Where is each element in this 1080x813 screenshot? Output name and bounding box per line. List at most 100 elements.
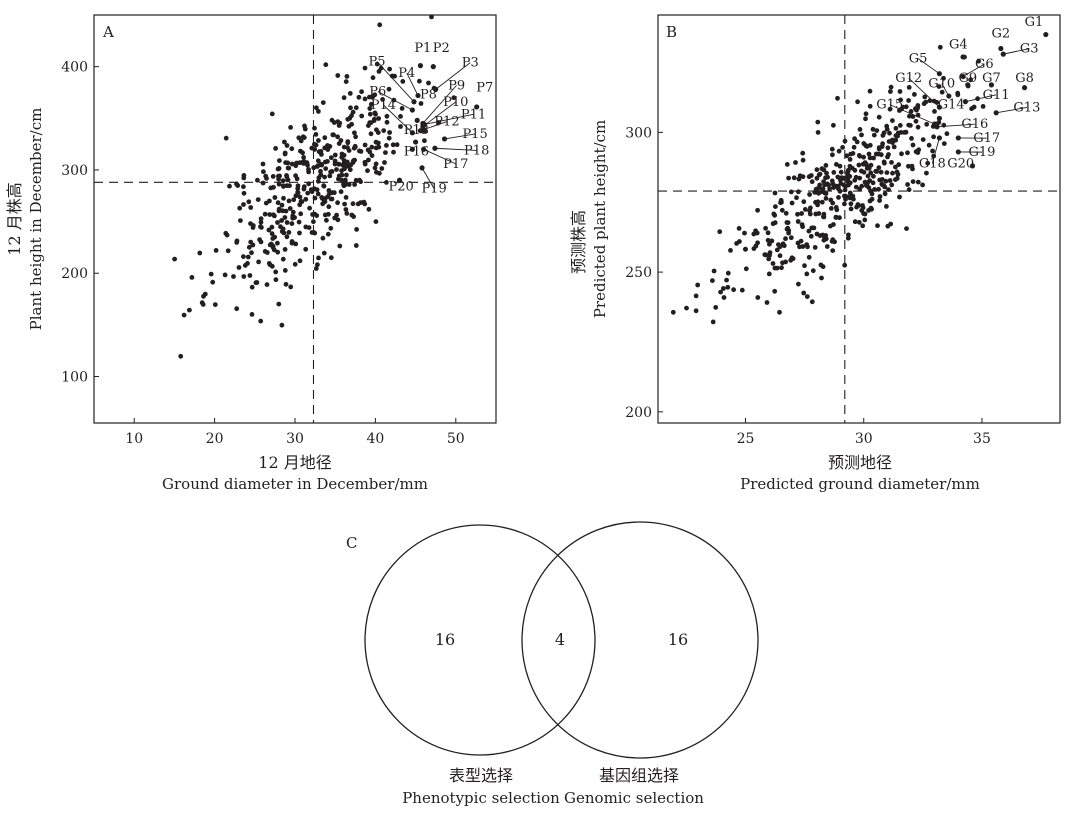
data-point [387,66,392,72]
data-point [315,158,321,164]
data-point [321,183,327,189]
data-point [284,220,290,225]
point-label: G15 [876,98,903,113]
data-point [256,259,261,265]
data-point [771,211,777,217]
data-point [278,224,283,230]
data-point [857,126,863,132]
data-point [777,253,783,259]
data-point [772,190,778,196]
data-point [721,295,727,300]
data-point [880,141,885,147]
data-point [772,288,778,294]
data-point [931,134,936,140]
data-point [306,181,312,187]
data-point [898,97,903,103]
data-point [710,278,715,283]
label-leader-line [965,94,997,103]
label-leader-line [435,62,471,90]
data-point [823,163,829,168]
data-point [833,215,839,220]
data-point [924,170,929,176]
data-point [742,230,747,236]
data-point [282,150,288,156]
label-leader-line [941,83,950,97]
data-point [394,142,400,148]
highlighted-point [413,139,419,145]
point-label: G17 [973,131,1000,146]
data-point [297,230,302,236]
data-point [324,217,329,223]
data-point [314,213,320,219]
label-leader-line [376,61,415,103]
data-point [718,289,723,295]
data-point [327,191,332,197]
data-point [865,173,871,179]
x-tick-label: 30 [286,431,304,447]
point-label: G19 [968,145,995,160]
point-label: G16 [961,117,988,132]
data-point [980,104,986,109]
data-point [816,211,822,216]
data-point [303,196,309,202]
data-point [342,201,347,207]
data-point [813,199,818,205]
data-point [739,287,745,293]
x-tick-label: 20 [206,431,224,447]
data-point [822,190,827,196]
data-point [270,174,276,179]
data-point [924,121,930,127]
data-point [334,167,339,172]
data-point [875,223,880,229]
data-point [724,277,729,283]
data-point [288,284,294,290]
data-point [717,229,723,235]
data-point [311,219,316,225]
point-label: G13 [1013,100,1040,115]
data-point [796,189,801,195]
data-point [258,216,264,222]
data-point [780,260,785,266]
data-point [779,207,785,213]
data-point [344,74,350,79]
data-point [292,261,298,267]
data-point [810,268,816,274]
data-point [353,134,358,140]
data-point [338,189,344,195]
data-point [902,130,907,135]
venn-left-only-count: 16 [435,630,455,649]
y-tick-label: 200 [61,266,88,282]
data-point [320,100,326,105]
data-point [789,200,795,206]
data-point [829,178,835,184]
panel-b-label: B [666,23,677,41]
data-point [835,184,841,190]
data-point [794,195,799,201]
data-point [286,230,292,235]
data-point [282,215,288,220]
data-point [373,219,379,225]
data-point [906,85,912,90]
data-point [320,201,326,207]
data-point [199,300,205,306]
data-point [384,119,390,125]
highlighted-point [1000,51,1006,57]
data-point [743,266,749,272]
data-point [923,99,929,105]
data-point [281,230,287,236]
data-point [793,160,798,165]
data-point [926,142,932,148]
x-tick-label: 35 [973,431,991,447]
data-point [309,230,315,235]
point-label: P5 [368,55,385,70]
data-point [373,111,378,117]
data-point [814,231,820,237]
data-point [910,179,916,185]
data-point [860,223,866,229]
data-point [285,160,291,166]
data-point [279,322,285,328]
data-point [227,183,232,189]
data-point [916,147,922,153]
y-tick-label: 400 [61,60,88,76]
data-point [883,178,889,184]
